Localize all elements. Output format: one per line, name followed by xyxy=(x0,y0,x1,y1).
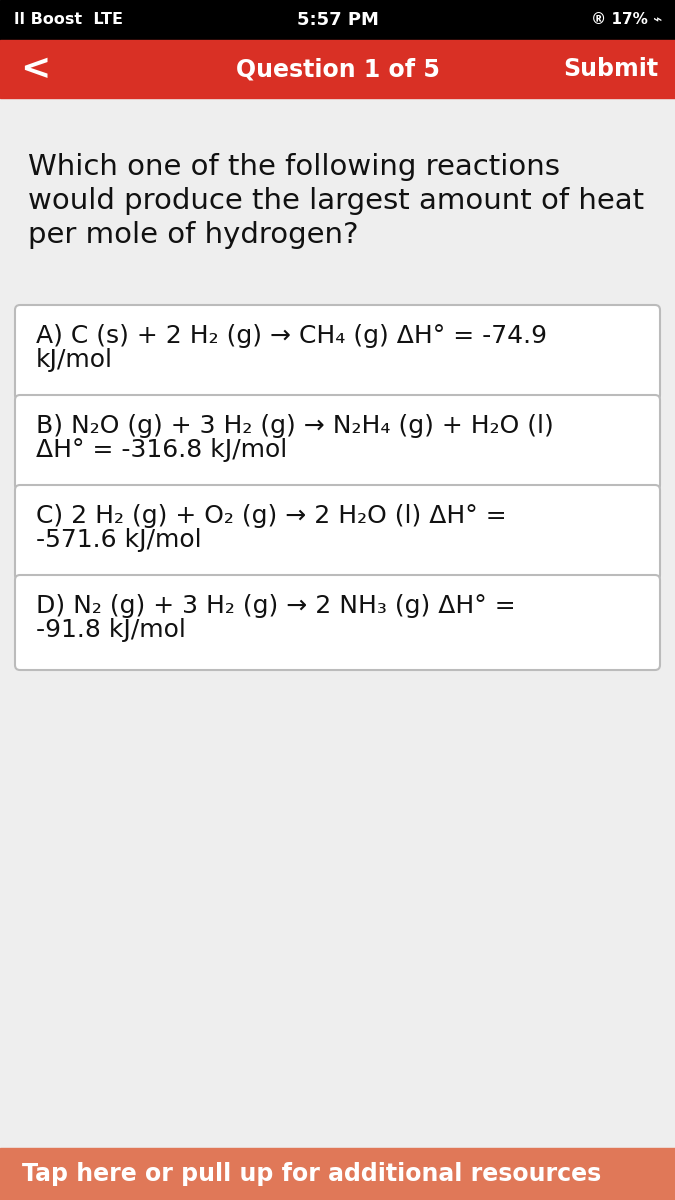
Text: <: < xyxy=(20,52,51,86)
Text: B) N₂O (g) + 3 H₂ (g) → N₂H₄ (g) + H₂O (l): B) N₂O (g) + 3 H₂ (g) → N₂H₄ (g) + H₂O (… xyxy=(36,414,553,438)
Text: would produce the largest amount of heat: would produce the largest amount of heat xyxy=(28,187,644,215)
FancyBboxPatch shape xyxy=(15,395,660,490)
Text: Question 1 of 5: Question 1 of 5 xyxy=(236,56,439,80)
Text: A) C (s) + 2 H₂ (g) → CH₄ (g) ΔH° = -74.9: A) C (s) + 2 H₂ (g) → CH₄ (g) ΔH° = -74.… xyxy=(36,324,547,348)
Bar xyxy=(0,1148,675,1200)
Text: ΔH° = -316.8 kJ/mol: ΔH° = -316.8 kJ/mol xyxy=(36,438,288,462)
Text: ® 17% ⌁: ® 17% ⌁ xyxy=(591,12,662,28)
Text: Submit: Submit xyxy=(563,56,658,80)
FancyBboxPatch shape xyxy=(15,485,660,580)
Text: -91.8 kJ/mol: -91.8 kJ/mol xyxy=(36,618,186,642)
Text: 5:57 PM: 5:57 PM xyxy=(296,11,379,29)
Bar xyxy=(0,0,675,40)
Text: per mole of hydrogen?: per mole of hydrogen? xyxy=(28,221,358,248)
Text: ll Boost  LTE: ll Boost LTE xyxy=(14,12,123,28)
Text: Which one of the following reactions: Which one of the following reactions xyxy=(28,152,560,181)
Text: kJ/mol: kJ/mol xyxy=(36,348,113,372)
Text: -571.6 kJ/mol: -571.6 kJ/mol xyxy=(36,528,202,552)
FancyBboxPatch shape xyxy=(15,305,660,400)
Bar xyxy=(0,40,675,98)
FancyBboxPatch shape xyxy=(15,575,660,670)
Text: C) 2 H₂ (g) + O₂ (g) → 2 H₂O (l) ΔH° =: C) 2 H₂ (g) + O₂ (g) → 2 H₂O (l) ΔH° = xyxy=(36,504,507,528)
Text: Tap here or pull up for additional resources: Tap here or pull up for additional resou… xyxy=(22,1162,601,1186)
Text: D) N₂ (g) + 3 H₂ (g) → 2 NH₃ (g) ΔH° =: D) N₂ (g) + 3 H₂ (g) → 2 NH₃ (g) ΔH° = xyxy=(36,594,516,618)
